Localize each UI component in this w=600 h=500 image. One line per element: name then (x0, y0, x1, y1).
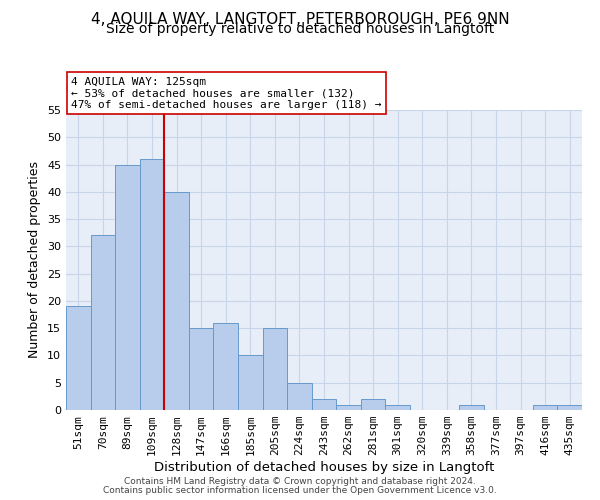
Bar (91, 236, 115, 410)
Text: 4, AQUILA WAY, LANGTOFT, PETERBOROUGH, PE6 9NN: 4, AQUILA WAY, LANGTOFT, PETERBOROUGH, P… (91, 12, 509, 28)
Text: 4 AQUILA WAY: 125sqm
← 53% of detached houses are smaller (132)
47% of semi-deta: 4 AQUILA WAY: 125sqm ← 53% of detached h… (71, 77, 382, 110)
Bar (336, 404, 361, 410)
Bar (361, 399, 385, 410)
Bar (164, 192, 189, 410)
Bar (115, 164, 140, 410)
Text: Contains HM Land Registry data © Crown copyright and database right 2024.: Contains HM Land Registry data © Crown c… (124, 477, 476, 486)
Bar (385, 404, 410, 410)
X-axis label: Distribution of detached houses by size in Langtoft: Distribution of detached houses by size … (154, 461, 494, 474)
Bar (238, 356, 263, 410)
Bar (557, 404, 582, 410)
Bar (287, 382, 312, 410)
Bar (140, 159, 164, 410)
Bar (533, 404, 557, 410)
Text: Size of property relative to detached houses in Langtoft: Size of property relative to detached ho… (106, 22, 494, 36)
Bar (214, 322, 238, 410)
Bar (263, 328, 287, 410)
Y-axis label: Number of detached properties: Number of detached properties (28, 162, 41, 358)
Bar (312, 399, 336, 410)
Bar (189, 328, 214, 410)
Bar (66, 306, 91, 410)
Bar (459, 404, 484, 410)
Text: Contains public sector information licensed under the Open Government Licence v3: Contains public sector information licen… (103, 486, 497, 495)
